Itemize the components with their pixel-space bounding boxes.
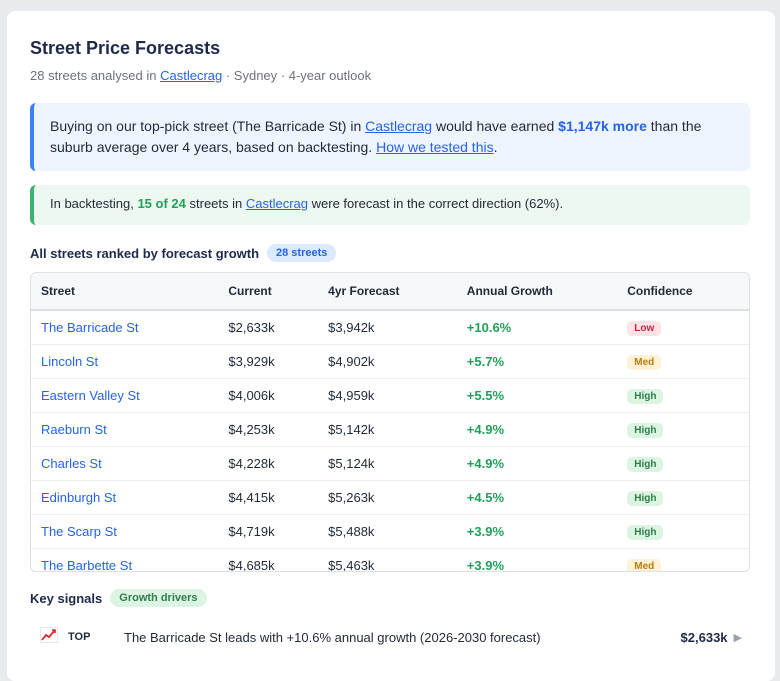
confidence-badge: Low (627, 320, 662, 336)
forecast-price: $5,124k (328, 455, 375, 471)
callout-suburb-link[interactable]: Castlecrag (365, 118, 433, 134)
forecast-price: $5,263k (328, 489, 375, 505)
annual-growth: +10.6% (466, 319, 512, 335)
forecast-price: $5,488k (328, 523, 375, 539)
forecast-price: $5,142k (328, 421, 375, 437)
confidence-cell: High (617, 446, 749, 480)
table-row[interactable]: Raeburn St $4,253k $5,142k +4.9% High (31, 412, 749, 446)
growth-drivers-badge: Growth drivers (110, 589, 207, 607)
confidence-badge: High (627, 456, 664, 472)
table-row[interactable]: Lincoln St $3,929k $4,902k +5.7% Med (31, 344, 749, 378)
current-price: $3,929k (228, 353, 275, 369)
backtest-text: were forecast in the correct direction (… (311, 196, 564, 211)
page-title: Street Price Forecasts (30, 38, 221, 58)
backtest-stat: 15 of 24 (137, 196, 186, 211)
street-name-link[interactable]: The Scarp St (41, 523, 117, 539)
street-name-link[interactable]: The Barbette St (41, 557, 133, 572)
location-outlook-text: · Sydney · 4-year outlook (225, 68, 372, 83)
annual-growth: +3.9% (466, 557, 505, 572)
backtest-text: In backtesting, (50, 196, 134, 211)
confidence-badge: Med (627, 558, 662, 571)
street-name-link[interactable]: Eastern Valley St (41, 387, 140, 403)
confidence-badge: High (627, 524, 664, 540)
forecast-price: $5,463k (328, 557, 375, 572)
how-we-tested-link[interactable]: How we tested this (376, 139, 494, 155)
annual-growth: +3.9% (466, 523, 505, 539)
column-header-current[interactable]: Current (218, 273, 319, 311)
chart-increasing-icon (30, 626, 58, 648)
ranking-heading: All streets ranked by forecast growth (30, 245, 260, 261)
confidence-badge: High (627, 490, 664, 506)
table-row[interactable]: Edinburgh St $4,415k $5,263k +4.5% High (31, 480, 749, 514)
table-row[interactable]: The Barbette St $4,685k $5,463k +3.9% Me… (31, 548, 749, 572)
current-price: $4,228k (228, 455, 275, 471)
signals-heading: Key signals (30, 590, 103, 606)
page-subtitle: 28 streets analysed in Castlecrag · Sydn… (30, 68, 371, 83)
confidence-cell: High (617, 514, 749, 548)
signal-tag: TOP (68, 631, 91, 643)
table-header-row: Street Current 4yr Forecast Annual Growt… (31, 273, 749, 311)
confidence-cell: High (617, 412, 749, 446)
table-row[interactable]: Eastern Valley St $4,006k $4,959k +5.5% … (31, 378, 749, 412)
chevron-right-icon[interactable]: ▶ (733, 631, 742, 644)
current-price: $4,006k (228, 387, 275, 403)
signals-header: Key signals Growth drivers (30, 587, 207, 609)
callout-text: would have earned (435, 118, 555, 134)
annual-growth: +4.5% (466, 489, 505, 505)
top-pick-callout: Buying on our top-pick street (The Barri… (30, 103, 750, 171)
annual-growth: +4.9% (466, 455, 505, 471)
backtest-text: streets in (189, 196, 243, 211)
backtest-callout: In backtesting, 15 of 24 streets in Cast… (30, 185, 750, 225)
confidence-cell: Low (617, 310, 749, 344)
street-count-text: 28 streets analysed in (30, 68, 157, 83)
street-name-link[interactable]: Raeburn St (41, 421, 107, 437)
suburb-link[interactable]: Castlecrag (160, 68, 223, 83)
callout-text: Buying on our top-pick street (The Barri… (50, 118, 362, 134)
street-name-link[interactable]: The Barricade St (41, 319, 139, 335)
confidence-badge: Med (627, 354, 662, 370)
street-name-link[interactable]: Charles St (41, 455, 102, 471)
forecast-card: Street Price Forecasts 28 streets analys… (7, 11, 775, 681)
street-name-link[interactable]: Lincoln St (41, 353, 99, 369)
table-row[interactable]: The Scarp St $4,719k $5,488k +3.9% High (31, 514, 749, 548)
annual-growth: +5.7% (466, 353, 505, 369)
annual-growth: +5.5% (466, 387, 505, 403)
column-header-growth[interactable]: Annual Growth (456, 273, 618, 311)
street-name-link[interactable]: Edinburgh St (41, 489, 117, 505)
outperformance-amount: $1,147k more (558, 118, 647, 134)
current-price: $4,719k (228, 523, 275, 539)
column-header-street[interactable]: Street (31, 273, 219, 311)
confidence-cell: Med (617, 548, 749, 571)
ranking-header: All streets ranked by forecast growth 28… (30, 242, 337, 264)
callout-text-end: . (493, 139, 498, 155)
backtest-suburb-link[interactable]: Castlecrag (245, 196, 309, 211)
confidence-cell: High (617, 480, 749, 514)
signal-value: $2,633k (680, 629, 728, 645)
signal-text: The Barricade St leads with +10.6% annua… (124, 629, 541, 645)
forecast-price: $4,902k (328, 353, 375, 369)
current-price: $4,685k (228, 557, 275, 572)
streets-table: Street Current 4yr Forecast Annual Growt… (31, 273, 749, 572)
confidence-badge: High (627, 388, 664, 404)
current-price: $4,253k (228, 421, 275, 437)
street-count-badge: 28 streets (267, 244, 337, 262)
forecast-price: $4,959k (328, 387, 375, 403)
current-price: $2,633k (228, 319, 275, 335)
current-price: $4,415k (228, 489, 275, 505)
confidence-badge: High (627, 422, 664, 438)
streets-table-container[interactable]: Street Current 4yr Forecast Annual Growt… (30, 272, 750, 572)
confidence-cell: Med (617, 344, 749, 378)
column-header-confidence[interactable]: Confidence (617, 273, 749, 311)
forecast-price: $3,942k (328, 319, 375, 335)
confidence-cell: High (617, 378, 749, 412)
column-header-forecast[interactable]: 4yr Forecast (318, 273, 457, 311)
table-row[interactable]: Charles St $4,228k $5,124k +4.9% High (31, 446, 749, 480)
callout-text: than the suburb average over 4 years, ba… (50, 118, 702, 155)
table-row[interactable]: The Barricade St $2,633k $3,942k +10.6% … (31, 310, 749, 344)
signal-item[interactable]: TOP The Barricade St leads with +10.6% a… (30, 624, 750, 650)
annual-growth: +4.9% (466, 421, 505, 437)
